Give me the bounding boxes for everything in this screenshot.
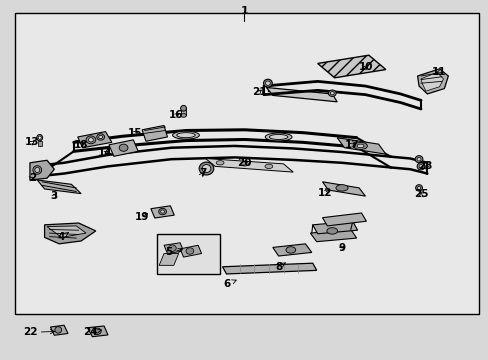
Polygon shape: [142, 126, 167, 141]
Text: 19: 19: [135, 212, 149, 221]
Ellipse shape: [97, 134, 104, 140]
Text: 6: 6: [224, 279, 236, 289]
Text: 4: 4: [58, 232, 68, 242]
Polygon shape: [336, 138, 385, 154]
Text: 24: 24: [83, 327, 101, 337]
Ellipse shape: [86, 136, 96, 144]
Text: 13: 13: [25, 138, 40, 147]
Text: 9: 9: [338, 243, 345, 253]
Ellipse shape: [99, 135, 102, 139]
Polygon shape: [417, 69, 447, 94]
Text: 21: 21: [251, 87, 266, 97]
Ellipse shape: [185, 248, 193, 254]
Text: 20: 20: [237, 158, 251, 168]
Ellipse shape: [38, 136, 41, 139]
Ellipse shape: [158, 208, 166, 215]
Ellipse shape: [180, 105, 186, 111]
Ellipse shape: [326, 228, 337, 234]
Ellipse shape: [37, 134, 42, 141]
Ellipse shape: [202, 165, 210, 172]
Polygon shape: [180, 245, 201, 257]
Ellipse shape: [176, 133, 195, 138]
Ellipse shape: [418, 165, 422, 168]
Ellipse shape: [353, 142, 366, 149]
Ellipse shape: [119, 144, 128, 151]
Polygon shape: [87, 326, 108, 337]
Ellipse shape: [240, 162, 248, 166]
Ellipse shape: [414, 156, 422, 163]
Polygon shape: [322, 213, 366, 226]
Text: 18: 18: [74, 140, 88, 150]
Ellipse shape: [93, 328, 101, 334]
Ellipse shape: [199, 162, 213, 175]
Polygon shape: [205, 158, 293, 172]
Text: 1: 1: [240, 6, 248, 16]
Text: 11: 11: [431, 67, 446, 77]
Ellipse shape: [415, 185, 422, 191]
Ellipse shape: [88, 138, 93, 142]
Ellipse shape: [335, 185, 347, 191]
Polygon shape: [222, 263, 316, 274]
Ellipse shape: [416, 163, 424, 170]
Ellipse shape: [330, 91, 333, 95]
Polygon shape: [272, 244, 311, 256]
Ellipse shape: [285, 247, 295, 253]
Polygon shape: [109, 140, 138, 156]
Ellipse shape: [269, 134, 287, 139]
Polygon shape: [312, 221, 357, 234]
Text: 14: 14: [98, 148, 113, 158]
Polygon shape: [159, 253, 178, 265]
Ellipse shape: [265, 81, 270, 85]
Text: 23: 23: [417, 161, 431, 171]
Polygon shape: [38, 140, 41, 146]
Text: 2: 2: [29, 173, 36, 183]
Polygon shape: [266, 87, 336, 102]
Ellipse shape: [416, 186, 420, 189]
Polygon shape: [47, 226, 86, 237]
Polygon shape: [181, 108, 185, 115]
Ellipse shape: [328, 90, 335, 96]
Ellipse shape: [264, 133, 291, 141]
Bar: [15, 13, 478, 315]
Polygon shape: [420, 72, 443, 91]
Polygon shape: [317, 55, 385, 78]
Text: 3: 3: [51, 191, 58, 201]
Text: 22: 22: [22, 327, 54, 337]
Polygon shape: [30, 160, 54, 180]
Polygon shape: [37, 180, 81, 194]
Text: 25: 25: [413, 189, 427, 199]
Ellipse shape: [264, 164, 272, 168]
Ellipse shape: [168, 245, 176, 251]
Ellipse shape: [33, 166, 41, 174]
Polygon shape: [151, 206, 174, 218]
Ellipse shape: [263, 79, 272, 87]
Bar: [157, 234, 220, 274]
Text: 17: 17: [344, 140, 358, 150]
Text: 8: 8: [274, 262, 285, 272]
Ellipse shape: [35, 167, 40, 172]
Polygon shape: [44, 223, 96, 244]
Ellipse shape: [172, 131, 199, 139]
Polygon shape: [310, 229, 356, 242]
Text: 10: 10: [358, 62, 373, 72]
Text: 15: 15: [127, 129, 142, 138]
Polygon shape: [322, 182, 365, 196]
Ellipse shape: [160, 210, 164, 213]
Polygon shape: [78, 132, 112, 148]
Ellipse shape: [180, 114, 186, 117]
Polygon shape: [163, 243, 183, 253]
Text: 12: 12: [317, 188, 331, 198]
Ellipse shape: [416, 157, 420, 161]
Text: 7: 7: [199, 168, 206, 178]
Text: 16: 16: [169, 111, 183, 121]
Ellipse shape: [55, 327, 61, 333]
Text: 5: 5: [165, 247, 182, 257]
Polygon shape: [50, 325, 68, 335]
Ellipse shape: [216, 161, 224, 165]
Ellipse shape: [356, 144, 363, 148]
